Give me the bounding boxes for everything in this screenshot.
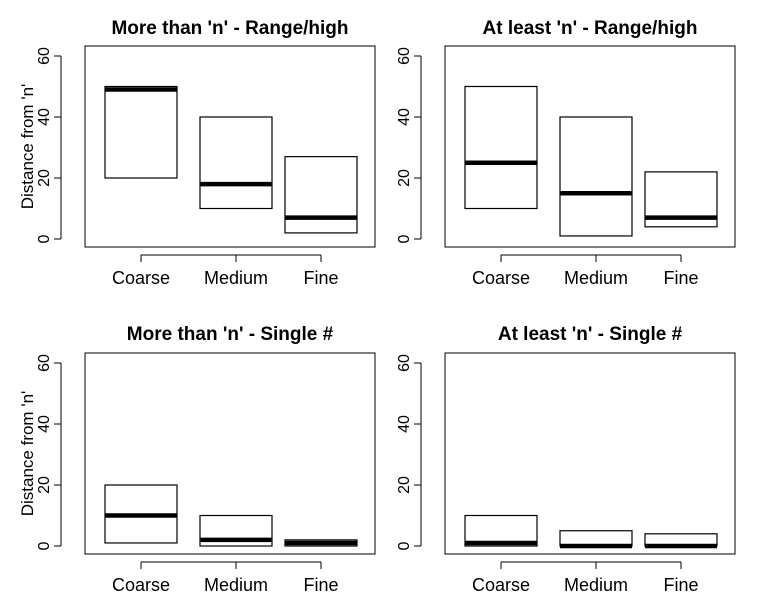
y-tick-label: 40 — [36, 415, 53, 433]
panel-title: At least 'n' - Single # — [498, 324, 683, 345]
box — [104, 85, 178, 179]
x-tick-label: Medium — [204, 575, 268, 595]
x-tick-label: Fine — [663, 575, 698, 595]
panel-title: At least 'n' - Range/high — [483, 18, 698, 39]
y-tick-label: 20 — [36, 169, 53, 187]
x-tick-label: Fine — [303, 575, 338, 595]
x-tick-label: Fine — [303, 268, 338, 288]
x-tick-label: Medium — [564, 575, 628, 595]
box — [559, 530, 633, 547]
x-tick-label: Coarse — [112, 575, 170, 595]
plot-frame — [84, 45, 376, 248]
y-tick-label: 20 — [396, 476, 413, 494]
y-tick-label: 0 — [36, 541, 53, 550]
y-tick-label: 60 — [36, 354, 53, 372]
plot-frame — [84, 352, 376, 555]
x-tick-label: Coarse — [112, 268, 170, 288]
x-tick-label: Medium — [564, 268, 628, 288]
y-tick-label: 60 — [396, 354, 413, 372]
box — [464, 514, 538, 547]
x-tick-label: Medium — [204, 268, 268, 288]
x-tick-label: Coarse — [472, 575, 530, 595]
plot-frame — [444, 45, 736, 248]
x-tick-label: Coarse — [472, 268, 530, 288]
box — [464, 85, 538, 210]
y-tick-label: 60 — [396, 47, 413, 65]
y-tick-label: 40 — [396, 108, 413, 126]
y-tick-label: 60 — [36, 47, 53, 65]
y-axis-label: Distance from 'n' — [18, 391, 37, 517]
box — [284, 156, 358, 234]
box — [199, 514, 273, 547]
y-tick-label: 40 — [36, 108, 53, 126]
box — [644, 171, 718, 228]
y-tick-label: 0 — [396, 541, 413, 550]
y-tick-label: 0 — [36, 234, 53, 243]
y-tick-label: 40 — [396, 415, 413, 433]
panel-title: More than 'n' - Single # — [127, 324, 334, 345]
x-tick-label: Fine — [663, 268, 698, 288]
box — [559, 116, 633, 237]
y-tick-label: 20 — [396, 169, 413, 187]
panel-title: More than 'n' - Range/high — [111, 18, 348, 39]
plot-frame — [444, 352, 736, 555]
y-tick-label: 20 — [36, 476, 53, 494]
y-tick-label: 0 — [396, 234, 413, 243]
box — [199, 116, 273, 210]
y-axis-label: Distance from 'n' — [18, 84, 37, 210]
